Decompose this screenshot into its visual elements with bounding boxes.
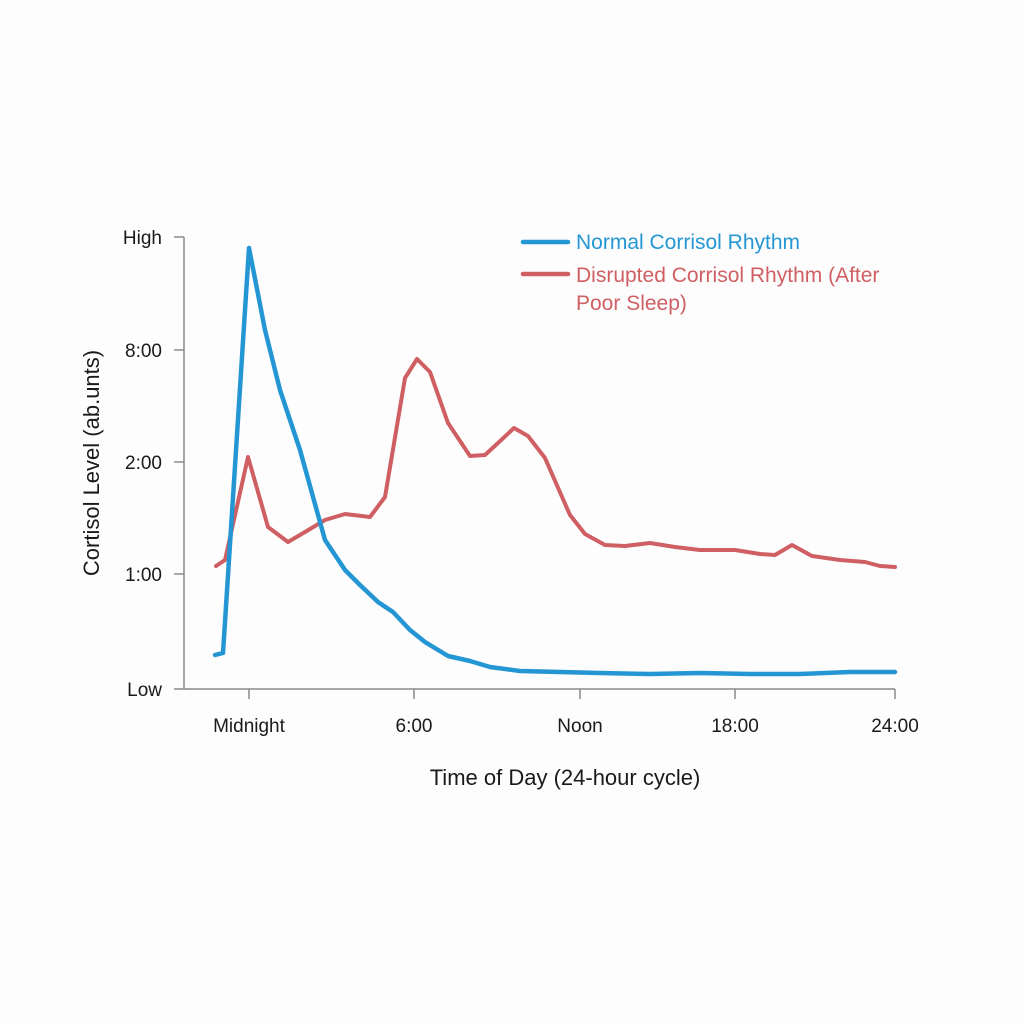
y-tick-1: 1:00: [125, 565, 162, 586]
y-tick-high: High: [123, 228, 162, 249]
legend-label-disrupted-line1: Disrupted Corrisol Rhythm (After: [576, 264, 879, 287]
y-tick-2: 2:00: [125, 453, 162, 474]
x-tick-24: 24:00: [871, 716, 919, 737]
x-tick-midnight: Midnight: [213, 716, 286, 737]
y-axis: [174, 236, 185, 690]
y-tick-8: 8:00: [125, 341, 162, 362]
normal-rhythm-line: [212, 245, 898, 677]
y-tick-low: Low: [127, 680, 162, 701]
x-tick-18: 18:00: [711, 716, 759, 737]
disrupted-rhythm-line: [214, 357, 897, 569]
x-axis-title: Time of Day (24-hour cycle): [430, 765, 701, 790]
legend-label-disrupted-line2: Poor Sleep): [576, 292, 687, 315]
x-axis: [184, 688, 896, 699]
x-tick-6: 6:00: [396, 716, 433, 737]
legend: Normal Corrisol Rhythm Disrupted Corriso…: [520, 231, 879, 315]
x-tick-noon: Noon: [557, 716, 602, 737]
legend-label-normal: Normal Corrisol Rhythm: [576, 231, 800, 254]
y-axis-title: Cortisol Level (ab.unts): [79, 350, 104, 576]
